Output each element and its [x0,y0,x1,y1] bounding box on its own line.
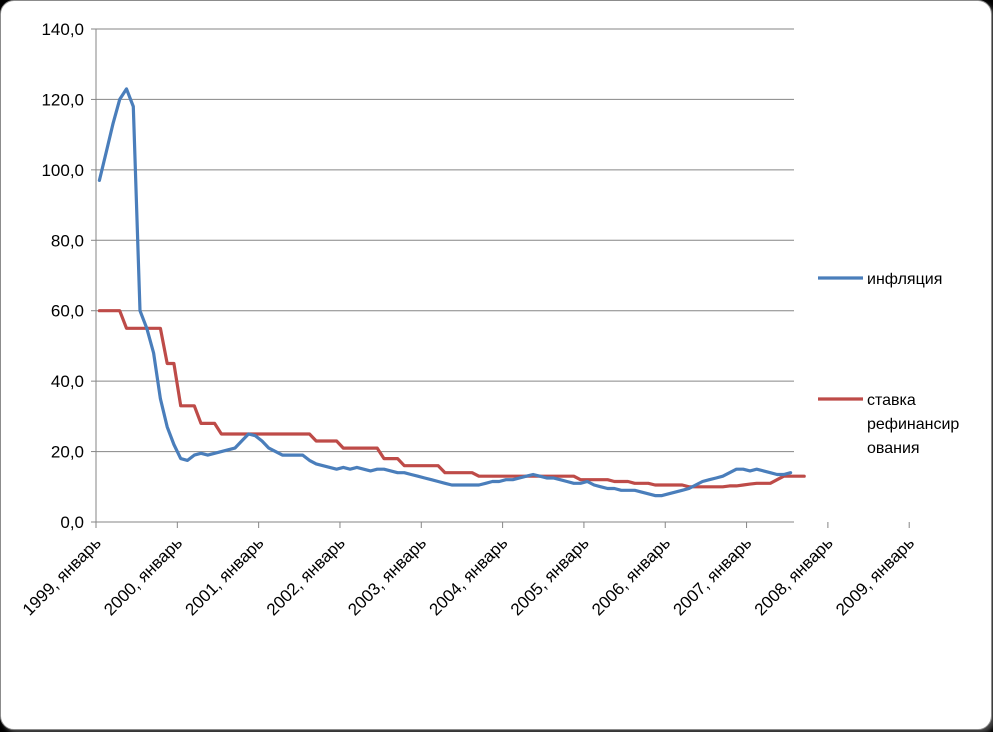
legend-label: рефинансир [867,416,959,433]
x-tick-label: 2002, январь [263,533,349,619]
y-tick-label: 140,0 [41,20,84,39]
legend-label: ставка [867,392,916,409]
x-tick-label: 2001, январь [182,533,268,619]
y-axis-ticks: 0,0 20,0 40,0 60,0 80,0 100,0 120,0 140,0 [41,20,96,532]
y-tick-label: 100,0 [41,161,84,180]
x-tick-label: 1999, январь [19,533,105,619]
series-line-1 [97,309,806,489]
x-tick-label: 2008, январь [751,533,837,619]
gridlines [96,28,794,453]
axes [95,29,794,523]
series-lines [97,87,806,498]
y-tick-label: 40,0 [51,372,84,391]
x-tick-label: 2009, январь [832,533,918,619]
y-tick-label: 20,0 [51,443,84,462]
y-tick-label: 0,0 [60,513,84,532]
legend-label: инфляция [867,271,942,288]
x-tick-label: 2004, январь [426,533,512,619]
y-tick-label: 80,0 [51,231,84,250]
x-tick-label: 2006, январь [588,533,674,619]
legend-label: ования [867,440,920,457]
y-tick-label: 120,0 [41,90,84,109]
y-tick-label: 60,0 [51,302,84,321]
x-tick-label: 2005, январь [507,533,593,619]
x-tick-label: 2007, январь [670,533,756,619]
x-tick-label: 2000, январь [100,533,186,619]
legend: инфляция ставка рефинансир ования [818,271,959,457]
x-tick-label: 2003, январь [344,533,430,619]
series-line-0 [97,87,793,498]
